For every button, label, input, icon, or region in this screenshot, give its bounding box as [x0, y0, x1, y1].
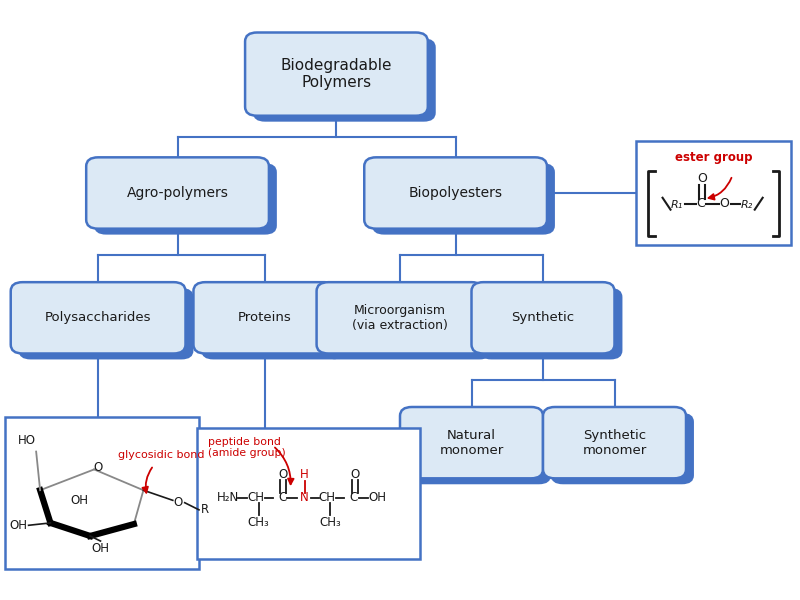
Text: C: C: [350, 491, 358, 505]
Text: Synthetic
monomer: Synthetic monomer: [582, 428, 646, 457]
Text: O: O: [350, 467, 359, 481]
FancyBboxPatch shape: [18, 288, 194, 359]
FancyBboxPatch shape: [364, 157, 547, 229]
Text: HO: HO: [18, 434, 36, 448]
FancyBboxPatch shape: [551, 413, 694, 484]
Text: OH: OH: [91, 542, 110, 554]
Text: CH: CH: [318, 491, 335, 505]
FancyBboxPatch shape: [400, 407, 543, 478]
FancyBboxPatch shape: [479, 288, 622, 359]
Text: ester group: ester group: [675, 151, 753, 164]
FancyBboxPatch shape: [5, 418, 199, 569]
Text: glycosidic bond: glycosidic bond: [118, 449, 205, 460]
Text: R₂: R₂: [741, 200, 753, 210]
Text: Agro-polymers: Agro-polymers: [126, 186, 229, 200]
Text: C: C: [278, 491, 286, 505]
FancyBboxPatch shape: [317, 282, 483, 353]
Text: C: C: [696, 197, 705, 210]
Text: Polysaccharides: Polysaccharides: [45, 311, 151, 325]
FancyBboxPatch shape: [471, 282, 614, 353]
Text: N: N: [300, 491, 309, 505]
FancyBboxPatch shape: [245, 32, 428, 116]
Text: OH: OH: [369, 491, 386, 505]
Text: R₁: R₁: [670, 200, 683, 210]
Text: H₂N: H₂N: [217, 491, 238, 505]
Text: Proteins: Proteins: [238, 311, 292, 325]
FancyBboxPatch shape: [194, 282, 337, 353]
FancyBboxPatch shape: [325, 288, 491, 359]
FancyBboxPatch shape: [94, 163, 277, 235]
Text: OH: OH: [10, 519, 27, 532]
FancyBboxPatch shape: [543, 407, 686, 478]
Text: O: O: [698, 172, 707, 185]
Text: Natural
monomer: Natural monomer: [439, 428, 504, 457]
FancyBboxPatch shape: [636, 141, 791, 245]
Text: Synthetic: Synthetic: [511, 311, 574, 325]
Text: O: O: [174, 496, 183, 509]
FancyBboxPatch shape: [202, 288, 344, 359]
FancyBboxPatch shape: [408, 413, 551, 484]
Text: CH: CH: [247, 491, 264, 505]
Text: Biodegradable
Polymers: Biodegradable Polymers: [281, 58, 392, 91]
Text: O: O: [94, 461, 102, 473]
FancyBboxPatch shape: [10, 282, 186, 353]
Text: O: O: [719, 197, 730, 210]
FancyBboxPatch shape: [372, 163, 555, 235]
Text: Biopolyesters: Biopolyesters: [409, 186, 502, 200]
Text: R: R: [202, 503, 210, 517]
Text: Microorganism
(via extraction): Microorganism (via extraction): [352, 304, 448, 332]
Text: CH₃: CH₃: [319, 517, 341, 529]
Text: OH: OH: [71, 494, 89, 507]
Text: O: O: [278, 467, 288, 481]
FancyBboxPatch shape: [86, 157, 269, 229]
FancyBboxPatch shape: [198, 428, 420, 559]
Text: peptide bond
(amide group): peptide bond (amide group): [208, 437, 286, 458]
FancyBboxPatch shape: [253, 38, 436, 122]
Text: CH₃: CH₃: [248, 517, 270, 529]
Text: H: H: [300, 467, 309, 481]
